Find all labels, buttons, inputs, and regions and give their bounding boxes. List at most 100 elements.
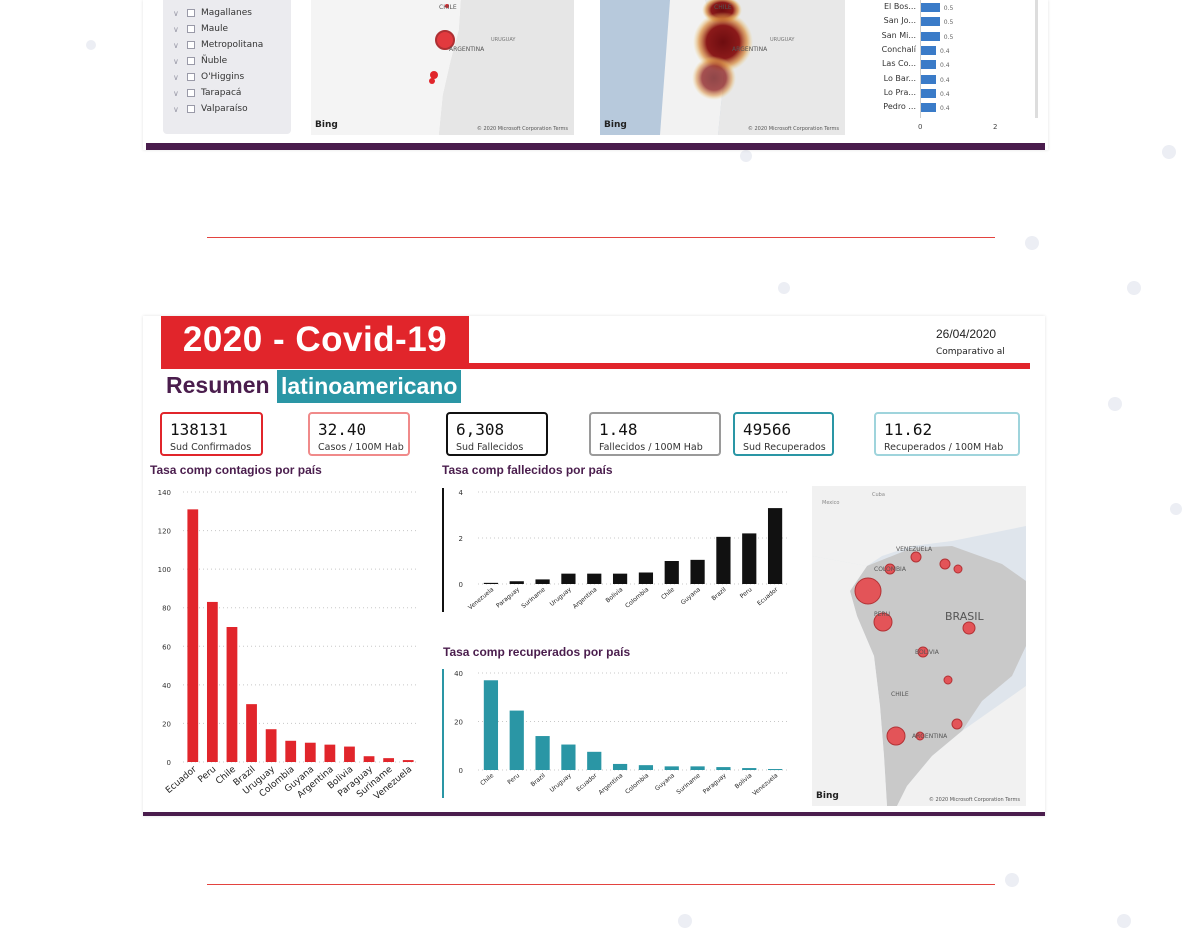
bing-logo: Bing [315, 120, 338, 130]
checkbox[interactable] [187, 89, 195, 97]
subtitle-resumen: Resumen [166, 372, 270, 398]
chevron-down-icon[interactable]: ∨ [173, 40, 179, 50]
y-tick-label: 120 [158, 528, 171, 536]
comuna-bar[interactable] [921, 45, 936, 55]
x-tick-label: Guyana [654, 772, 676, 792]
bar[interactable] [716, 767, 731, 770]
map-copyright[interactable]: © 2020 Microsoft Corporation Terms [476, 126, 568, 132]
bar[interactable] [265, 729, 277, 762]
decor-dot [86, 40, 96, 50]
bar[interactable] [561, 744, 576, 770]
region-item[interactable]: ∨ O'Higgins [173, 69, 244, 85]
bar[interactable] [226, 627, 238, 762]
bar[interactable] [509, 581, 524, 584]
region-item[interactable]: ∨ Tarapacá [173, 85, 241, 101]
bar[interactable] [483, 680, 499, 770]
chevron-down-icon[interactable]: ∨ [173, 56, 179, 66]
bar[interactable] [767, 769, 783, 771]
bar[interactable] [767, 508, 783, 584]
chevron-down-icon[interactable]: ∨ [173, 72, 179, 82]
bar[interactable] [483, 582, 499, 584]
bar[interactable] [664, 561, 679, 584]
scrollbar[interactable] [1035, 0, 1038, 118]
region-item[interactable]: ∨ Maule [173, 21, 228, 37]
bar[interactable] [535, 736, 550, 770]
contagios-bar-chart[interactable]: 020406080100120140EcuadorPeruChileBrazil… [143, 481, 433, 801]
checkbox[interactable] [187, 9, 195, 17]
bar[interactable] [742, 768, 757, 770]
bar[interactable] [535, 579, 550, 584]
checkbox[interactable] [187, 25, 195, 33]
chile-bubble-map[interactable]: CHILE ARGENTINA URUGUAY Bing © 2020 Micr… [311, 0, 574, 135]
kpi-card[interactable]: 32.40 Casos / 100M Hab [308, 412, 410, 456]
region-item[interactable]: ∨ Magallanes [173, 5, 252, 21]
south-america-bubble-map[interactable]: VENEZUELA COLOMBIA BRASIL PERU BOLIVIA C… [812, 486, 1026, 806]
map-copyright[interactable]: © 2020 Microsoft Corporation Terms [928, 797, 1020, 803]
comuna-label: El Bos... [884, 2, 916, 11]
comuna-label: San Jo... [883, 16, 916, 26]
x-tick-label: Argentina [572, 586, 599, 610]
bar[interactable] [246, 704, 257, 762]
bar[interactable] [363, 756, 375, 762]
kpi-value: 49566 [743, 420, 792, 439]
region-filter-list[interactable]: ∨ Magallanes ∨ Maule ∨ Metropolitana ∨ Ñuble ∨ O'… [163, 0, 291, 134]
kpi-label: Recuperados / 100M Hab [884, 442, 1004, 453]
kpi-label: Sud Fallecidos [456, 442, 524, 453]
bar[interactable] [587, 573, 602, 584]
kpi-card[interactable]: 11.62 Recuperados / 100M Hab [874, 412, 1020, 456]
bar[interactable] [638, 572, 654, 585]
bar[interactable] [690, 766, 705, 770]
bar[interactable] [664, 766, 679, 770]
checkbox[interactable] [187, 105, 195, 113]
chevron-down-icon[interactable]: ∨ [173, 8, 179, 18]
kpi-card[interactable]: 138131 Sud Confirmados [160, 412, 263, 456]
map-label: URUGUAY [770, 37, 795, 43]
bar[interactable] [304, 742, 316, 762]
chevron-down-icon[interactable]: ∨ [173, 88, 179, 98]
comuna-bar[interactable] [921, 3, 940, 12]
kpi-card[interactable]: 1.48 Fallecidos / 100M Hab [589, 412, 721, 456]
comuna-bar[interactable] [921, 74, 936, 84]
chile-heat-map[interactable]: CHILE ARGENTINA URUGUAY Bing © 2020 Micr… [600, 0, 845, 135]
region-item[interactable]: ∨ Metropolitana [173, 37, 263, 53]
kpi-value: 138131 [170, 420, 228, 439]
comuna-bar[interactable] [921, 31, 940, 41]
bar[interactable] [612, 573, 628, 584]
bar[interactable] [206, 601, 218, 762]
comuna-bar[interactable] [921, 88, 936, 98]
y-tick-label: 2 [459, 535, 463, 543]
bar[interactable] [509, 710, 524, 770]
bar[interactable] [587, 751, 602, 770]
kpi-card[interactable]: 49566 Sud Recuperados [733, 412, 834, 456]
region-item[interactable]: ∨ Valparaíso [173, 101, 248, 117]
comuna-bar[interactable] [921, 60, 936, 70]
bar[interactable] [742, 533, 757, 584]
bar[interactable] [612, 763, 628, 770]
bar[interactable] [716, 536, 731, 584]
heat-map-shapes [660, 0, 845, 135]
checkbox[interactable] [187, 73, 195, 81]
bar[interactable] [561, 573, 576, 584]
y-tick-label: 100 [158, 566, 171, 574]
y-tick-label: 80 [162, 605, 171, 613]
bar[interactable] [324, 744, 336, 762]
recuperados-bar-chart[interactable]: 0 20 40 Chile Peru Brazil Uruguay EcuadorArgent… [433, 663, 803, 798]
checkbox[interactable] [187, 57, 195, 65]
map-copyright[interactable]: © 2020 Microsoft Corporation Terms [747, 126, 839, 132]
region-item[interactable]: ∨ Ñuble [173, 53, 227, 69]
comuna-bar[interactable] [921, 103, 936, 113]
bar[interactable] [187, 509, 199, 762]
bar[interactable] [383, 758, 395, 762]
bar[interactable] [285, 740, 297, 762]
comuna-value: 0.4 [940, 105, 950, 113]
bar[interactable] [402, 760, 414, 762]
bar[interactable] [690, 559, 705, 584]
checkbox[interactable] [187, 41, 195, 49]
kpi-card[interactable]: 6,308 Sud Fallecidos [446, 412, 548, 456]
chevron-down-icon[interactable]: ∨ [173, 24, 179, 34]
bar[interactable] [638, 765, 654, 770]
chevron-down-icon[interactable]: ∨ [173, 104, 179, 114]
fallecidos-bar-chart[interactable]: 0 2 4 Venezuela Paraguay Suriname UruguayArgen… [433, 481, 803, 626]
comuna-bar[interactable] [921, 17, 940, 27]
bar[interactable] [344, 746, 355, 762]
